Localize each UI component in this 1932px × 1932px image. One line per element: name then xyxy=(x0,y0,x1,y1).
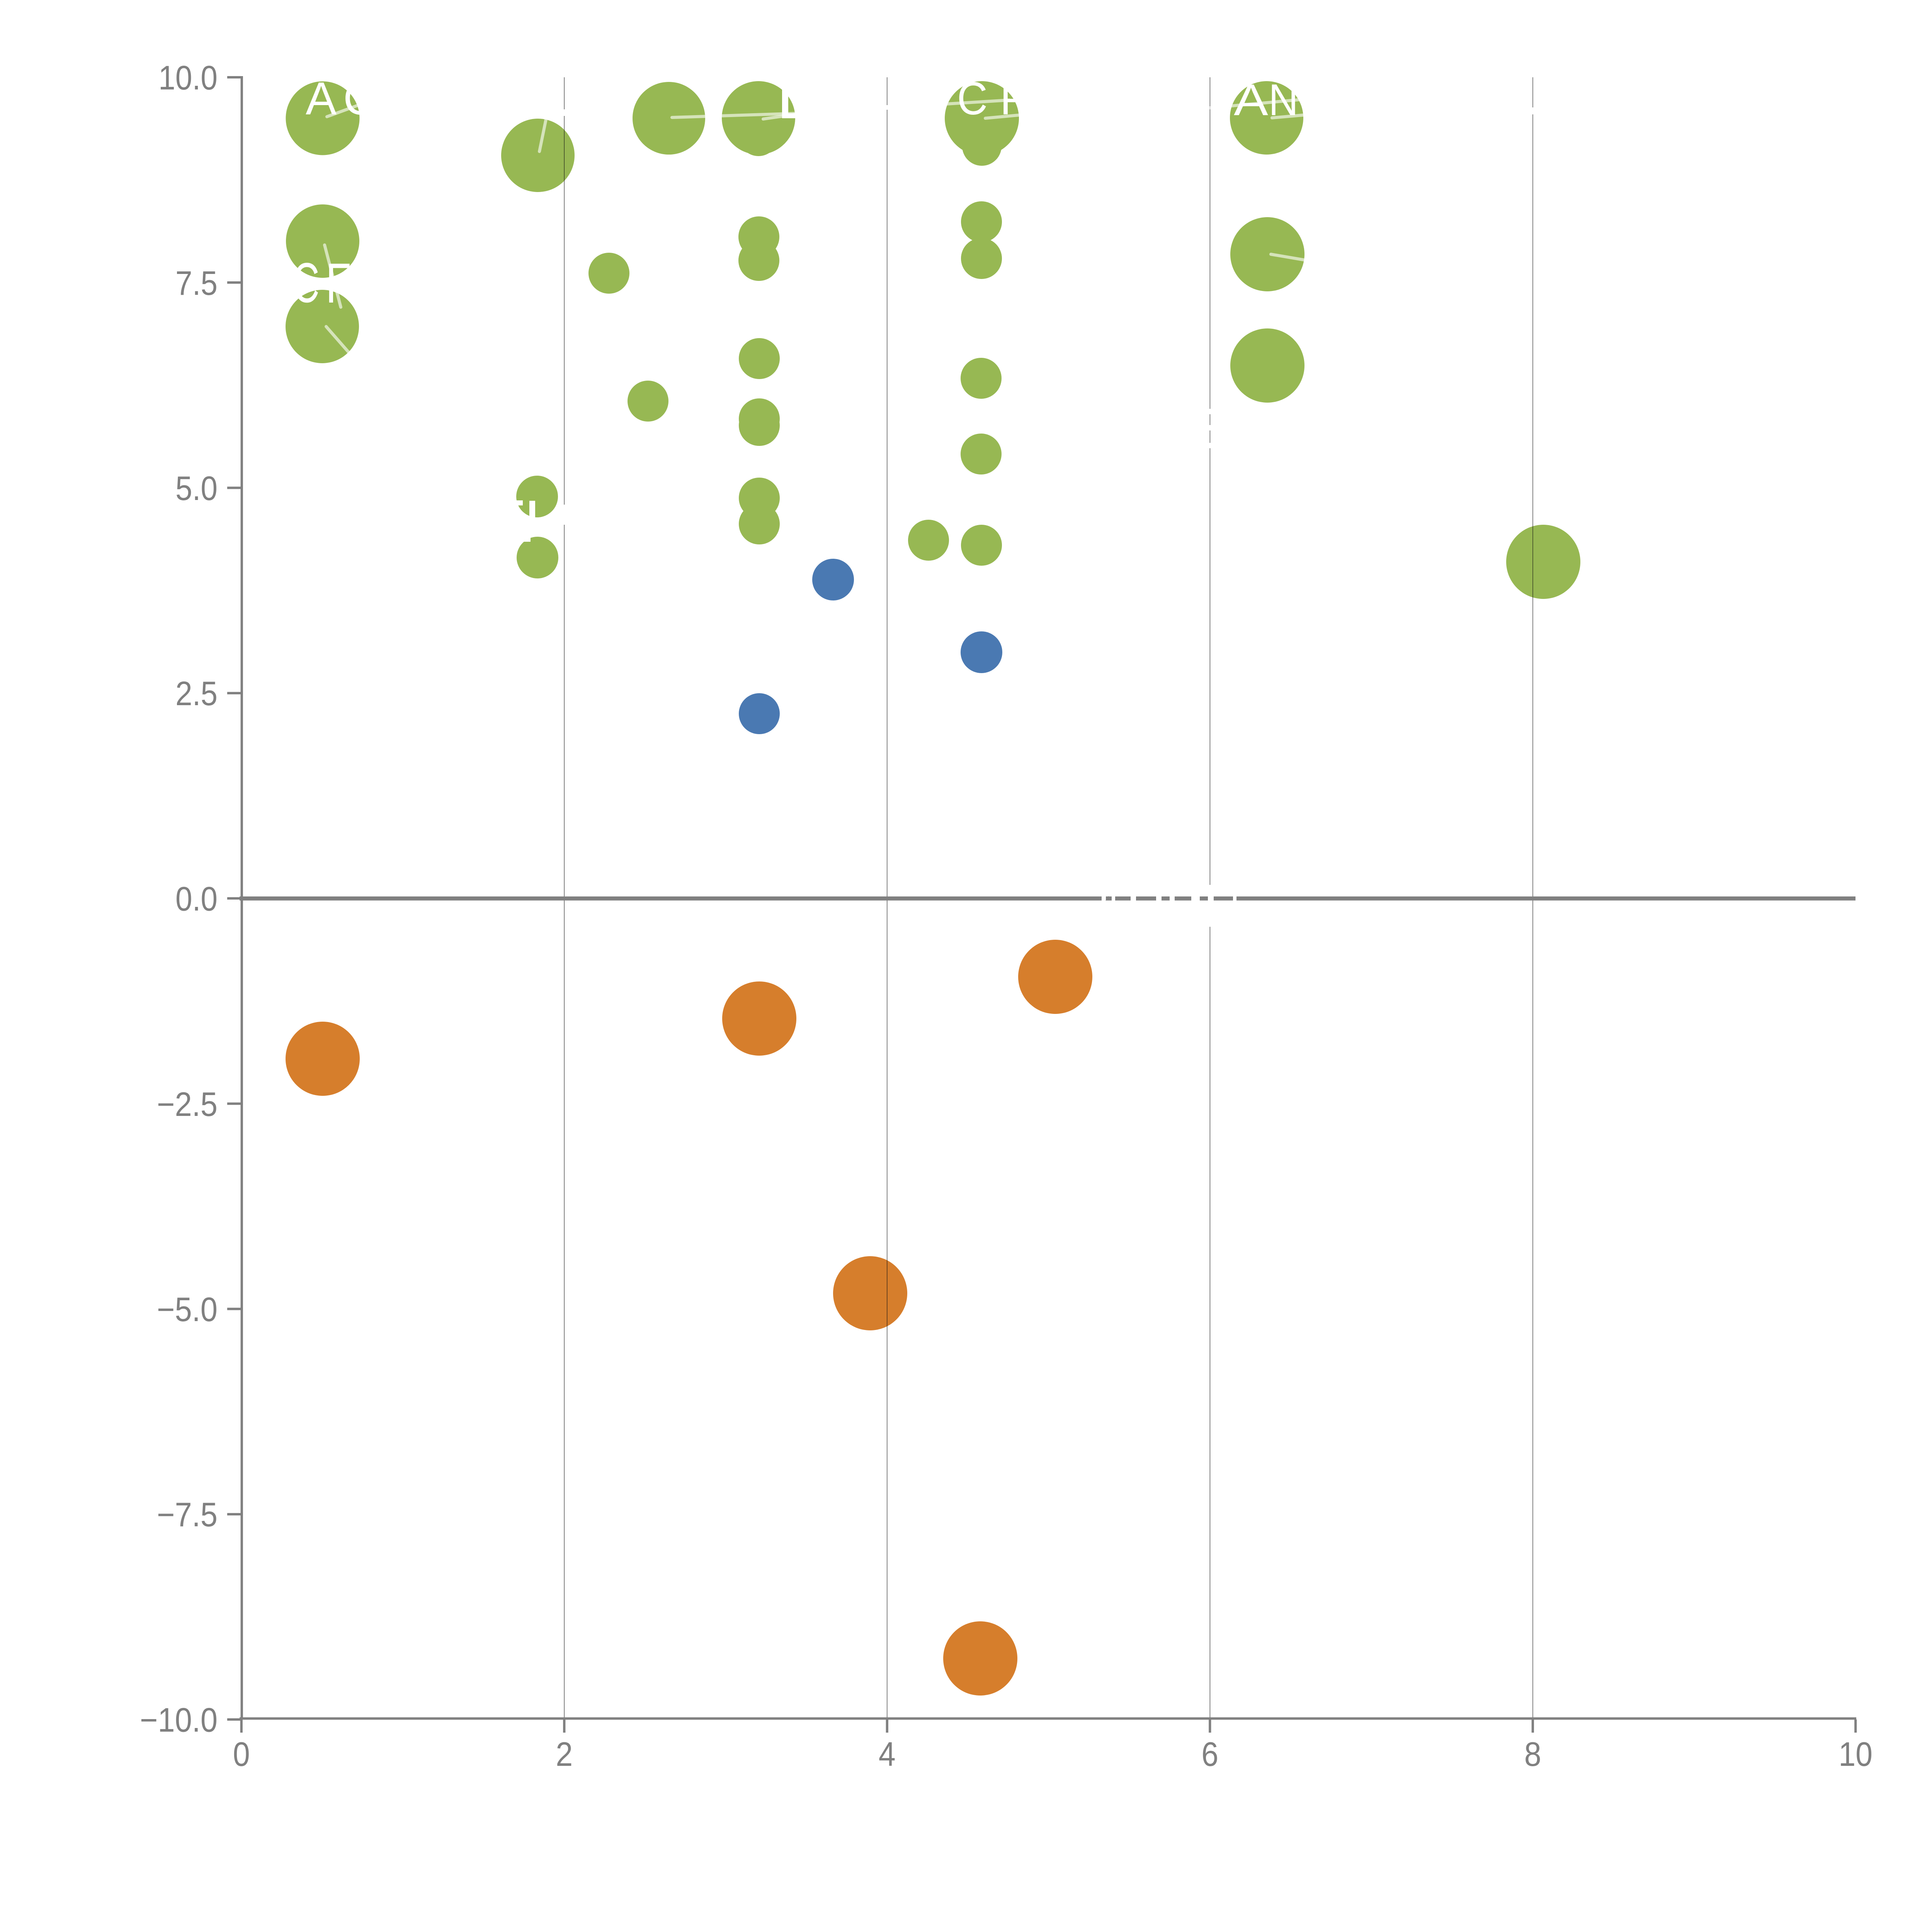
svg-text:4: 4 xyxy=(879,1735,896,1773)
svg-text:2: 2 xyxy=(556,1735,573,1773)
svg-text:8: 8 xyxy=(1524,1735,1541,1773)
svg-text:0: 0 xyxy=(233,1735,250,1773)
svg-text:−7.5: −7.5 xyxy=(157,1495,218,1534)
svg-text:−5.0: −5.0 xyxy=(157,1290,218,1328)
svg-text:10: 10 xyxy=(1838,1735,1872,1773)
svg-text:C: C xyxy=(293,252,320,315)
svg-text:A: A xyxy=(306,73,337,124)
svg-text:C: C xyxy=(957,73,988,124)
svg-text:10.0: 10.0 xyxy=(158,59,218,97)
svg-text:N: N xyxy=(1269,75,1298,124)
svg-text:F: F xyxy=(326,252,351,315)
svg-text:5.0: 5.0 xyxy=(175,469,218,507)
svg-text:2.5: 2.5 xyxy=(175,674,218,713)
svg-text:7.5: 7.5 xyxy=(175,264,218,302)
svg-text:0.0: 0.0 xyxy=(175,880,218,918)
svg-text:−2.5: −2.5 xyxy=(157,1085,218,1123)
svg-text:−10.0: −10.0 xyxy=(140,1701,218,1739)
svg-text:6: 6 xyxy=(1201,1735,1218,1773)
svg-text:F: F xyxy=(1000,75,1027,124)
svg-text:A: A xyxy=(1234,75,1268,125)
svg-text:C: C xyxy=(343,73,377,124)
